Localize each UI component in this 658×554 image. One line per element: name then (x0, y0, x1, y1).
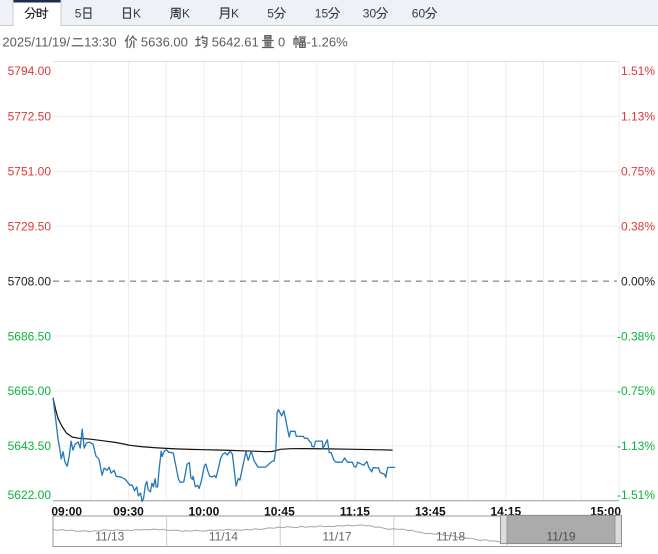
svg-text:5794.00: 5794.00 (8, 64, 52, 78)
svg-text:-1.51%: -1.51% (617, 488, 655, 502)
svg-text:5772.50: 5772.50 (8, 110, 52, 124)
svg-text:5636.00: 5636.00 (141, 35, 188, 50)
svg-text:5: 5 (267, 7, 274, 21)
svg-text:11/17: 11/17 (322, 530, 351, 544)
svg-text:0.38%: 0.38% (621, 220, 655, 234)
svg-text:5686.50: 5686.50 (8, 329, 52, 343)
svg-text:K: K (231, 7, 239, 21)
svg-text:5665.00: 5665.00 (8, 384, 52, 398)
svg-text:K: K (182, 7, 190, 21)
svg-text:-0.75%: -0.75% (617, 384, 655, 398)
svg-text:0: 0 (278, 35, 285, 50)
svg-text:10:45: 10:45 (264, 504, 295, 518)
svg-text:0.75%: 0.75% (621, 165, 655, 179)
svg-text:14:15: 14:15 (490, 504, 521, 518)
svg-text:-1.13%: -1.13% (617, 439, 655, 453)
svg-text:11/18: 11/18 (436, 530, 465, 544)
svg-text:11/19: 11/19 (546, 530, 575, 544)
svg-text:5751.00: 5751.00 (8, 165, 52, 179)
svg-text:15: 15 (315, 7, 329, 21)
svg-text:60: 60 (412, 7, 426, 21)
svg-text:-1.26%: -1.26% (307, 35, 349, 50)
svg-text:09:00: 09:00 (51, 504, 82, 518)
svg-text:5643.50: 5643.50 (8, 439, 52, 453)
svg-text:5622.00: 5622.00 (8, 488, 52, 502)
svg-text:13:30: 13:30 (84, 35, 117, 50)
svg-text:0.00%: 0.00% (621, 274, 655, 288)
svg-text:2025/11/19/: 2025/11/19/ (2, 35, 70, 50)
svg-text:1.51%: 1.51% (621, 64, 655, 78)
svg-text:11/13: 11/13 (95, 530, 124, 544)
svg-text:30: 30 (363, 7, 377, 21)
svg-text:-0.38%: -0.38% (617, 329, 655, 343)
svg-text:5708.00: 5708.00 (8, 274, 52, 288)
svg-text:13:45: 13:45 (415, 504, 446, 518)
svg-text:5642.61: 5642.61 (212, 35, 259, 50)
svg-text:1.13%: 1.13% (621, 110, 655, 124)
svg-text:5729.50: 5729.50 (8, 220, 52, 234)
svg-text:K: K (133, 7, 141, 21)
svg-text:10:00: 10:00 (189, 504, 220, 518)
svg-text:11:15: 11:15 (340, 504, 370, 518)
svg-text:15:00: 15:00 (590, 504, 621, 518)
svg-text:09:30: 09:30 (113, 504, 144, 518)
svg-text:11/14: 11/14 (209, 530, 238, 544)
svg-text:5: 5 (75, 7, 82, 21)
